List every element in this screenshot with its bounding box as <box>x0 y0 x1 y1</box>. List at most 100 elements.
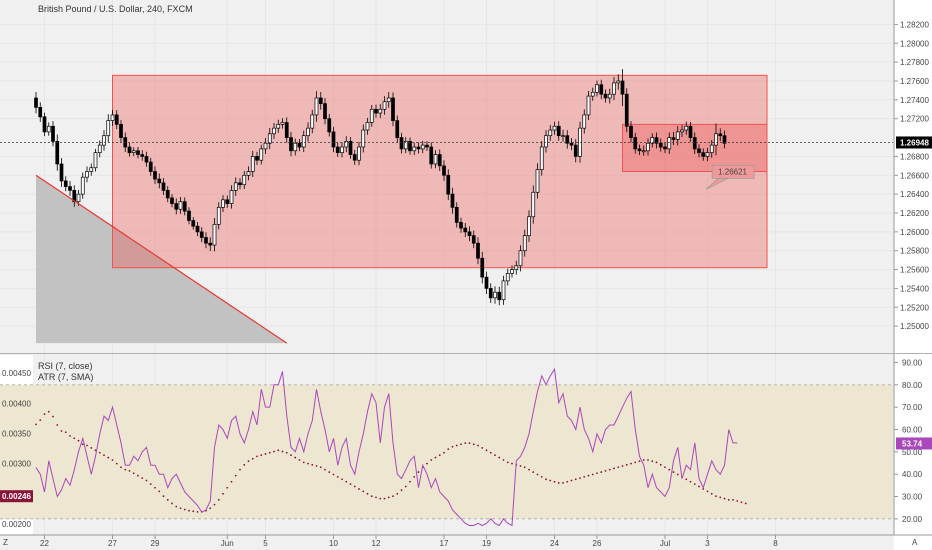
candle-body <box>42 116 47 133</box>
atr-dot <box>209 507 212 510</box>
atr-dot <box>285 451 288 454</box>
atr-dot <box>366 492 369 495</box>
candle-body <box>68 186 72 191</box>
candle-body <box>106 120 111 137</box>
candle-body <box>323 103 327 120</box>
atr-dot <box>464 442 467 444</box>
atr-dot <box>642 459 645 461</box>
candle-body <box>675 131 680 140</box>
candle-body <box>595 84 599 93</box>
candle-body <box>93 152 98 169</box>
candle-body <box>63 180 68 187</box>
candle-body <box>297 142 302 148</box>
candle-body <box>174 203 179 210</box>
atr-indicator-label[interactable]: ATR (7, SMA) <box>38 372 93 382</box>
time-axis-ticks[interactable]: 22 27 29 Jun 5 10 12 17 19 24 26 Jul 3 8 <box>40 535 778 548</box>
candle-body <box>136 150 140 155</box>
atr-dot <box>613 467 615 470</box>
candle-body <box>624 93 629 127</box>
atr-dot <box>506 461 509 464</box>
price-annotation[interactable]: 1.26621 <box>705 164 755 190</box>
candle-body <box>599 84 604 95</box>
candle-body <box>335 146 340 154</box>
rsi-axis-ticks[interactable]: 90.00 80.00 70.00 60.00 50.00 40.00 30.00 20.00 <box>894 358 923 524</box>
atr-dot <box>600 471 603 473</box>
atr-dot <box>727 498 730 501</box>
atr-axis-ticks[interactable]: 0.00450 0.00400 0.00350 0.00300 0.00200 <box>2 369 31 529</box>
atr-dot <box>710 492 713 495</box>
candle-body <box>446 174 451 195</box>
atr-dot <box>166 498 169 501</box>
candle-body <box>646 142 650 152</box>
candle-body <box>72 190 77 203</box>
candle-body <box>463 227 468 233</box>
rsi-band-fill <box>0 384 893 519</box>
atr-dot <box>443 451 445 454</box>
atr-dot <box>86 444 88 447</box>
atr-dot <box>375 496 377 499</box>
candle-body <box>497 291 502 301</box>
candle-body <box>314 97 319 116</box>
atr-dot <box>574 478 577 481</box>
atr-dot <box>519 465 522 467</box>
candle-body <box>34 97 38 108</box>
atr-dot <box>570 479 573 482</box>
candle-body <box>327 118 332 133</box>
time-axis-left-marker[interactable]: Z <box>3 538 8 547</box>
atr-dot <box>281 450 284 453</box>
candle-body <box>386 97 391 103</box>
candle-body <box>641 150 646 153</box>
atr-dot <box>162 495 165 498</box>
atr-dot <box>345 480 348 483</box>
atr-dot <box>625 463 628 466</box>
rsi-indicator-label[interactable]: RSI (7, close) <box>38 361 93 371</box>
atr-last-label: 0.00246 <box>2 492 31 501</box>
time-tick-label: 10 <box>329 539 338 548</box>
candle-body <box>301 135 306 148</box>
atr-dot <box>719 496 722 499</box>
candle-body <box>195 225 200 233</box>
rsi-tick-label: 90.00 <box>902 358 923 367</box>
price-tick-label: 1.26600 <box>900 171 929 180</box>
candle-body <box>433 154 438 165</box>
candle-body <box>250 156 255 172</box>
atr-dots <box>35 410 747 513</box>
candle-body <box>607 93 612 99</box>
candle-body <box>51 125 55 142</box>
atr-tick-label: 0.00300 <box>2 460 31 469</box>
rsi-line <box>35 367 738 527</box>
atr-dot <box>430 459 433 461</box>
atr-dot <box>107 456 110 459</box>
price-tick-label: 1.26200 <box>900 209 929 218</box>
candle-body <box>561 135 565 138</box>
time-tick-label: 27 <box>108 539 117 548</box>
atr-dot <box>651 460 654 463</box>
candle-body <box>216 206 221 225</box>
candle-body <box>573 144 578 157</box>
atr-dot <box>617 466 620 469</box>
atr-dot <box>332 473 335 476</box>
candle-body <box>229 190 234 204</box>
trendline[interactable] <box>35 174 288 344</box>
price-tick-label: 1.27600 <box>900 77 929 86</box>
price-axis-ticks[interactable]: 1.28200 1.28000 1.27800 1.27600 1.27400 1.272… <box>894 20 929 331</box>
atr-dot <box>672 471 675 473</box>
atr-dot <box>336 475 339 478</box>
candle-body <box>548 129 553 137</box>
atr-dot <box>706 490 709 493</box>
candle-body <box>361 129 366 148</box>
price-tick-label: 1.25200 <box>900 303 929 312</box>
atr-dot <box>328 471 331 473</box>
atr-dot <box>251 457 254 460</box>
atr-dot <box>145 479 148 482</box>
atr-dot <box>137 474 139 477</box>
time-axis-right-marker[interactable]: A <box>912 538 918 547</box>
atr-dot <box>128 469 131 472</box>
atr-dot <box>64 431 67 434</box>
atr-dot <box>608 468 611 471</box>
candle-body <box>654 137 659 144</box>
atr-dot <box>120 466 122 469</box>
last-price-label: 1.26948 <box>900 138 929 147</box>
candle-body <box>263 142 268 150</box>
atr-dot <box>409 480 411 483</box>
